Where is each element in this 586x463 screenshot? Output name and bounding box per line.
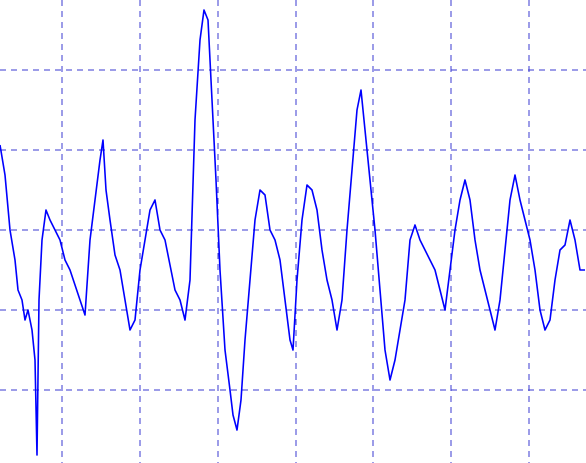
signal-line (0, 9, 585, 456)
